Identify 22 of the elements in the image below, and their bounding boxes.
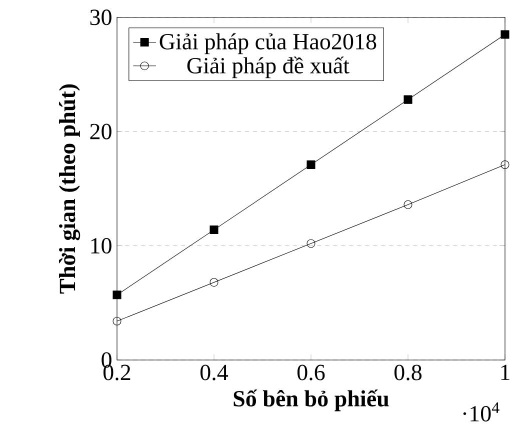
- point: [500, 30, 510, 39]
- x-tick-label: 0.8: [394, 364, 422, 380]
- x-tick-label: 0.4: [200, 364, 228, 380]
- y-tick-label: 30: [90, 10, 112, 26]
- x-axis-title: Số bên bỏ phiếu: [234, 390, 389, 412]
- point: [500, 160, 510, 169]
- y-tick-label: 10: [91, 238, 112, 254]
- text: ·10$^{4}$: [463, 402, 500, 422]
- x-tick-label: 0.6: [297, 364, 325, 380]
- legend-label: Giải pháp đề xuất: [187, 56, 350, 78]
- point: [210, 226, 218, 234]
- point: [306, 239, 316, 248]
- point: [306, 160, 316, 169]
- y-axis-title: Thời gian (theo phút): [58, 84, 80, 294]
- point: [112, 316, 122, 326]
- x-tick-label: 1: [501, 364, 510, 380]
- point: [404, 200, 412, 209]
- y-tick-label: 20: [90, 124, 112, 140]
- legend-label: Giải pháp của Hao2018: [160, 33, 376, 54]
- point: [112, 290, 122, 300]
- point: [404, 95, 412, 104]
- point: [210, 278, 218, 287]
